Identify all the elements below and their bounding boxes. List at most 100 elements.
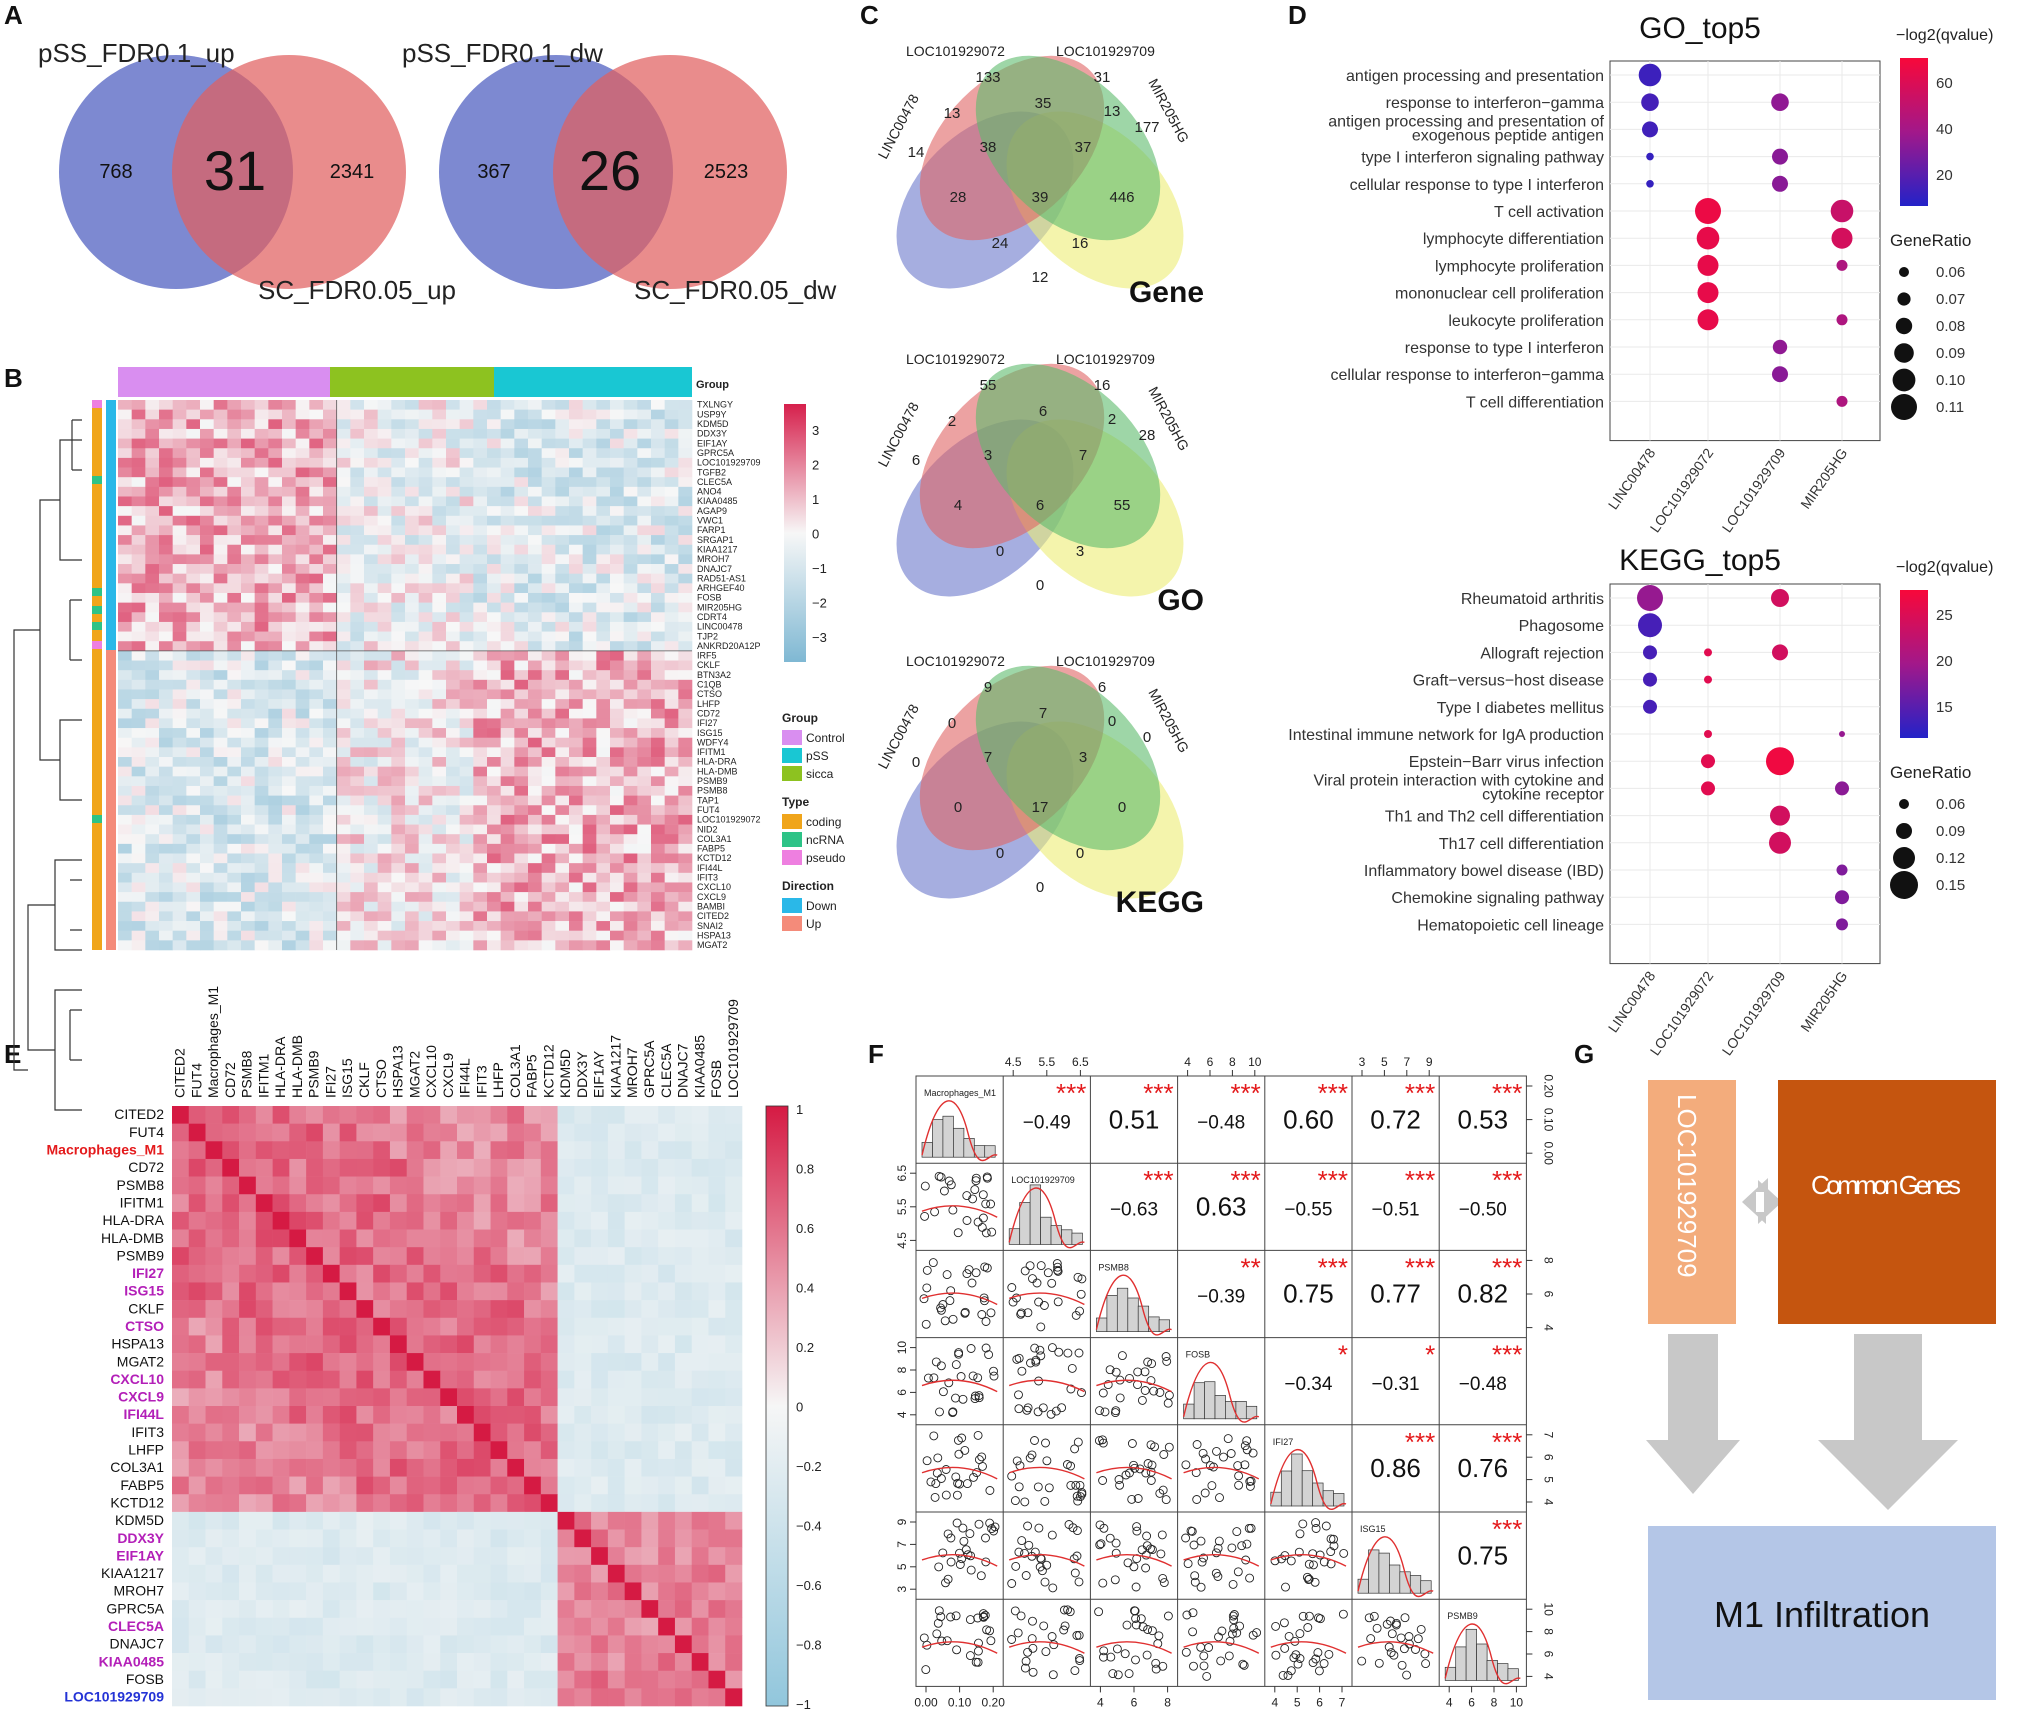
b-heat-cell [569,400,583,410]
e-cell [406,1141,424,1160]
b-heat-cell [459,496,474,507]
panel-label-b: B [4,363,23,393]
e-row-label: DNAJC7 [110,1636,165,1652]
b-heat-cell [569,496,583,507]
b-heat-cell [172,564,187,574]
e-cell [306,1264,324,1283]
e-cell [457,1335,475,1354]
b-heat-cell [323,496,337,507]
b-heat-cell [610,535,624,546]
b-heat-cell [350,612,365,623]
b-heat-cell [623,496,638,507]
b-heat-cell [172,592,187,603]
e-cell [708,1194,726,1213]
b-heat-cell [514,554,529,565]
e-cell [624,1370,642,1389]
e-cell [339,1582,357,1601]
e-cell [524,1670,542,1689]
b-heat-cell [172,515,187,526]
b-heat-cell [623,757,638,767]
b-heat-cell [118,544,132,555]
b-heat-cell [186,911,201,922]
e-cell [607,1564,625,1583]
f-scatter-point [1110,1575,1120,1585]
e-cell [708,1547,726,1566]
b-heat-cell [323,448,337,459]
f-tick-label: 6.5 [895,1165,909,1182]
e-cell [557,1406,575,1424]
b-heat-cell [623,843,638,854]
c-region-count: 9 [984,679,992,696]
b-heat-cell [432,814,447,825]
d-kegg-dot [1769,831,1791,854]
d-kegg-size-key [1890,871,1918,899]
f-scatter-point [1021,1571,1031,1580]
e-cell [524,1317,542,1336]
b-heat-cell [350,564,365,574]
f-tick-label: 4 [1446,1695,1453,1709]
b-heat-cell [213,448,228,459]
b-heat-cell [514,592,529,603]
b-heat-cell [610,650,624,661]
e-cell [222,1123,240,1142]
e-cell [473,1423,491,1442]
d-go-dot [1638,63,1662,87]
b-heat-cell [241,824,255,835]
f-scatter-point [989,1371,999,1381]
b-legend-label: sicca [806,767,834,781]
b-heat-cell [323,679,337,690]
b-heat-cell [241,486,255,497]
f-scatter-point [1025,1261,1035,1271]
b-heat-cell [651,583,665,594]
f-scatter-point [1246,1523,1256,1533]
b-heat-cell [377,708,392,719]
b-heat-cell [528,583,542,594]
g-m1-box [1648,1526,1996,1700]
e-cell [239,1370,257,1389]
e-cell [306,1617,324,1636]
e-cell [440,1335,458,1354]
e-cell [674,1247,692,1266]
e-cell [658,1176,676,1195]
b-heat-cell [487,708,501,719]
b-heat-cell [569,930,583,941]
b-heat-cell [268,940,283,951]
b-heat-cell [651,747,665,758]
e-row-label: PSMB9 [117,1247,165,1263]
b-gene-label: AGAP9 [697,506,727,516]
b-heat-cell [459,776,474,787]
f-scatter-point [1133,1367,1143,1377]
b-heat-cell [623,409,638,420]
b-heat-cell [637,477,652,488]
b-heat-cell [500,554,515,565]
b-heat-cell [268,554,283,565]
f-hist-bar [1389,1564,1401,1594]
f-scatter-point [1132,1522,1142,1532]
b-heat-cell [309,728,324,739]
e-cell [406,1600,424,1619]
b-heat-cell [623,872,638,883]
b-heat-cell [569,515,583,526]
e-cell [607,1476,625,1495]
b-heat-cell [364,535,378,546]
b-heat-cell [282,679,296,690]
b-heat-cell [596,843,611,854]
b-heat-cell [364,814,378,825]
f-scatter-point [956,1372,966,1381]
b-heat-cell [651,921,665,931]
f-scatter-point [1155,1488,1165,1498]
b-heat-cell [432,650,447,661]
b-heat-cell [405,940,419,951]
e-cell [490,1106,508,1124]
e-cell [490,1353,508,1372]
b-heat-cell [364,921,378,931]
e-cell [607,1158,625,1177]
b-heat-cell [377,486,392,497]
e-cell [306,1458,324,1477]
f-scatter-point [1070,1666,1080,1676]
d-kegg-dot [1839,731,1845,737]
b-heat-cell [596,409,611,420]
b-heat-cell [213,428,228,439]
e-cell [725,1264,743,1283]
b-heat-cell [418,718,433,729]
